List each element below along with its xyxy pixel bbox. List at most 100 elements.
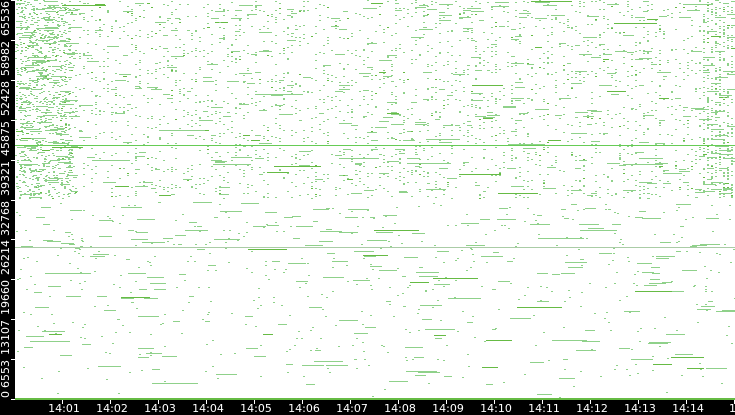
data-point — [62, 158, 64, 159]
data-point — [675, 150, 677, 151]
data-point — [731, 190, 733, 191]
data-point — [159, 195, 171, 196]
data-point — [543, 62, 545, 63]
data-point — [219, 4, 221, 5]
data-point — [555, 193, 557, 194]
data-segment — [410, 282, 429, 283]
data-point — [731, 39, 733, 40]
data-point — [40, 174, 42, 175]
data-point — [36, 61, 41, 62]
data-point — [659, 70, 661, 71]
data-point — [343, 152, 345, 153]
data-point — [61, 91, 63, 92]
data-point — [683, 116, 691, 117]
data-point — [247, 140, 249, 141]
data-point — [48, 191, 50, 192]
data-point — [719, 20, 721, 21]
data-point — [703, 57, 715, 58]
y-tick — [11, 39, 15, 41]
data-point — [537, 301, 549, 302]
data-point — [543, 53, 545, 54]
data-point — [643, 50, 645, 51]
data-point — [103, 111, 105, 112]
data-point — [147, 142, 149, 143]
data-point — [551, 291, 553, 292]
data-point — [171, 167, 173, 168]
data-point — [329, 372, 331, 373]
data-point — [539, 141, 541, 142]
data-point — [60, 135, 62, 136]
data-point — [243, 236, 245, 237]
data-point — [175, 169, 177, 170]
data-point — [685, 219, 687, 220]
data-point — [147, 127, 149, 128]
data-point — [245, 324, 247, 325]
data-point — [223, 230, 225, 231]
data-point — [303, 38, 305, 39]
data-point — [71, 150, 73, 151]
data-point — [45, 71, 47, 72]
data-point — [121, 298, 134, 299]
data-point — [68, 154, 70, 155]
data-point — [158, 202, 161, 203]
data-point — [295, 157, 297, 158]
data-point — [531, 76, 533, 77]
data-point — [271, 81, 273, 82]
data-point — [705, 289, 707, 290]
data-point — [36, 8, 38, 9]
data-point — [299, 287, 301, 288]
data-point — [30, 164, 32, 165]
data-point — [39, 93, 41, 94]
data-point — [423, 11, 425, 12]
data-point — [171, 171, 173, 172]
data-point — [69, 263, 71, 264]
data-point — [53, 38, 55, 39]
data-point — [60, 56, 62, 57]
data-segment — [552, 340, 587, 341]
data-point — [539, 20, 541, 21]
data-point — [46, 109, 48, 110]
data-point — [447, 8, 449, 9]
data-point — [223, 166, 225, 167]
data-point — [595, 123, 597, 124]
data-point — [607, 176, 609, 177]
data-point — [83, 19, 85, 20]
data-segment — [364, 190, 374, 191]
data-point — [582, 341, 600, 342]
data-point — [580, 259, 584, 260]
data-point — [731, 154, 733, 155]
data-point — [28, 85, 31, 86]
data-point — [559, 43, 566, 44]
data-point — [383, 188, 385, 189]
data-point — [663, 76, 667, 77]
data-point — [32, 104, 34, 105]
data-segment — [159, 130, 205, 131]
data-point — [260, 376, 262, 377]
data-point — [495, 140, 497, 141]
data-point — [635, 27, 637, 28]
data-point — [681, 375, 683, 376]
data-point — [291, 52, 293, 53]
data-point — [235, 62, 237, 63]
data-point — [63, 7, 65, 8]
data-point — [315, 179, 323, 180]
data-point — [603, 16, 605, 17]
data-point — [387, 56, 389, 57]
data-point — [723, 134, 725, 135]
data-point — [723, 196, 725, 197]
data-point — [187, 124, 189, 125]
data-point — [227, 66, 229, 67]
data-point — [731, 35, 733, 36]
data-point — [483, 117, 495, 118]
data-point — [455, 80, 457, 81]
data-point — [135, 107, 137, 108]
data-point — [731, 187, 733, 188]
data-point — [32, 109, 34, 110]
data-point — [354, 251, 374, 252]
data-point — [627, 11, 629, 12]
data-point — [527, 160, 529, 161]
data-point — [87, 73, 89, 74]
data-point — [19, 92, 21, 93]
data-point — [427, 6, 429, 7]
data-point — [691, 20, 693, 21]
